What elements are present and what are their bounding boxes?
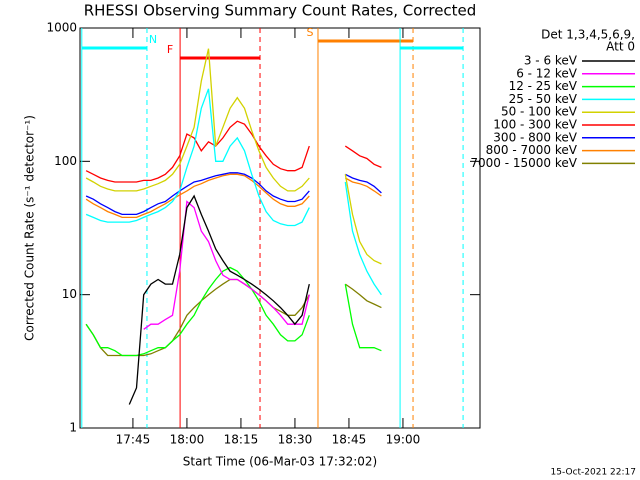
series-line	[85, 172, 382, 216]
legend-label: 25 - 50 keV	[509, 92, 578, 106]
y-tick-label: 10	[62, 287, 77, 301]
legend-label: 3 - 6 keV	[524, 54, 578, 68]
series-line	[143, 200, 310, 330]
y-tick-label: 100	[54, 154, 77, 168]
series-line	[85, 120, 382, 183]
x-tick-label: 17:45	[116, 433, 151, 447]
series-line	[85, 266, 382, 357]
series-line	[85, 173, 382, 219]
legend-title: Att 0	[606, 40, 635, 54]
series-line	[85, 88, 382, 296]
legend-label: 100 - 300 keV	[493, 118, 577, 132]
series-line	[128, 194, 310, 405]
y-axis-label: Corrected Count Rate (s⁻¹ detector⁻¹)	[23, 115, 37, 341]
legend-label: 6 - 12 keV	[516, 66, 578, 80]
legend-title: Det 1,3,4,5,6,9,	[541, 28, 635, 42]
interval-label: S	[306, 26, 313, 39]
x-tick-label: 19:00	[386, 433, 421, 447]
legend-label: 800 - 7000 keV	[486, 143, 578, 157]
x-axis-label: Start Time (06-Mar-03 17:32:02)	[183, 455, 377, 469]
x-tick-label: 18:30	[278, 433, 313, 447]
x-tick-label: 18:45	[332, 433, 367, 447]
legend-label: 12 - 25 keV	[509, 79, 578, 93]
chart-title: RHESSI Observing Summary Count Rates, Co…	[84, 2, 477, 20]
x-tick-label: 18:15	[224, 433, 259, 447]
y-tick-label: 1000	[46, 21, 77, 35]
footer: 15-Oct-2021 22:17	[551, 468, 636, 478]
y-tick-label: 1	[69, 421, 77, 435]
plot-frame	[79, 27, 481, 429]
interval-label: N	[149, 33, 157, 46]
legend-label: 7000 - 15000 keV	[470, 156, 577, 170]
series-line	[85, 48, 382, 265]
legend-label: 300 - 800 keV	[493, 130, 577, 144]
legend-label: 50 - 100 keV	[501, 105, 578, 119]
interval-label: F	[167, 43, 173, 56]
x-tick-label: 18:00	[170, 433, 205, 447]
